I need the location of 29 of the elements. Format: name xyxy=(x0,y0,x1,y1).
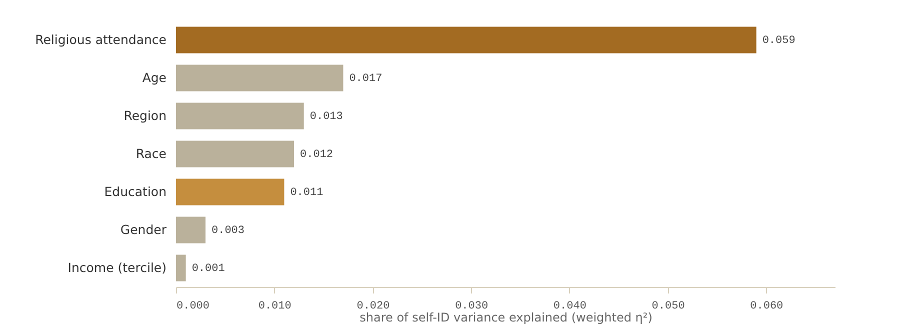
y-tick-label: Education xyxy=(104,184,166,199)
bar xyxy=(176,216,206,244)
data-label: 0.017 xyxy=(349,73,382,85)
y-tick-label: Gender xyxy=(120,222,168,237)
data-label: 0.003 xyxy=(212,225,245,237)
bar xyxy=(176,26,756,54)
bar xyxy=(176,178,284,206)
x-tick-label: 0.000 xyxy=(176,300,210,312)
y-tick-label: Income (tercile) xyxy=(68,260,166,275)
y-tick-label: Age xyxy=(142,70,167,85)
x-tick-label: 0.040 xyxy=(553,300,586,312)
x-tick-label: 0.050 xyxy=(652,300,685,312)
x-tick-label: 0.010 xyxy=(258,300,292,312)
data-label: 0.013 xyxy=(310,111,343,123)
x-tick-label: 0.060 xyxy=(750,300,784,312)
y-tick-label: Religious attendance xyxy=(35,32,167,47)
bar xyxy=(176,102,304,130)
data-label: 0.012 xyxy=(300,149,334,161)
data-label: 0.011 xyxy=(290,187,324,199)
y-tick-label: Region xyxy=(124,108,166,123)
bar xyxy=(176,140,294,168)
bar xyxy=(176,254,186,282)
x-axis-title: share of self-ID variance explained (weighted η²) xyxy=(360,310,652,324)
data-label: 0.001 xyxy=(192,263,226,275)
bar xyxy=(176,64,344,92)
x-tick-label: 0.020 xyxy=(356,300,390,312)
y-tick-label: Race xyxy=(136,146,167,161)
x-tick-label: 0.030 xyxy=(455,300,488,312)
data-label: 0.059 xyxy=(762,35,796,47)
